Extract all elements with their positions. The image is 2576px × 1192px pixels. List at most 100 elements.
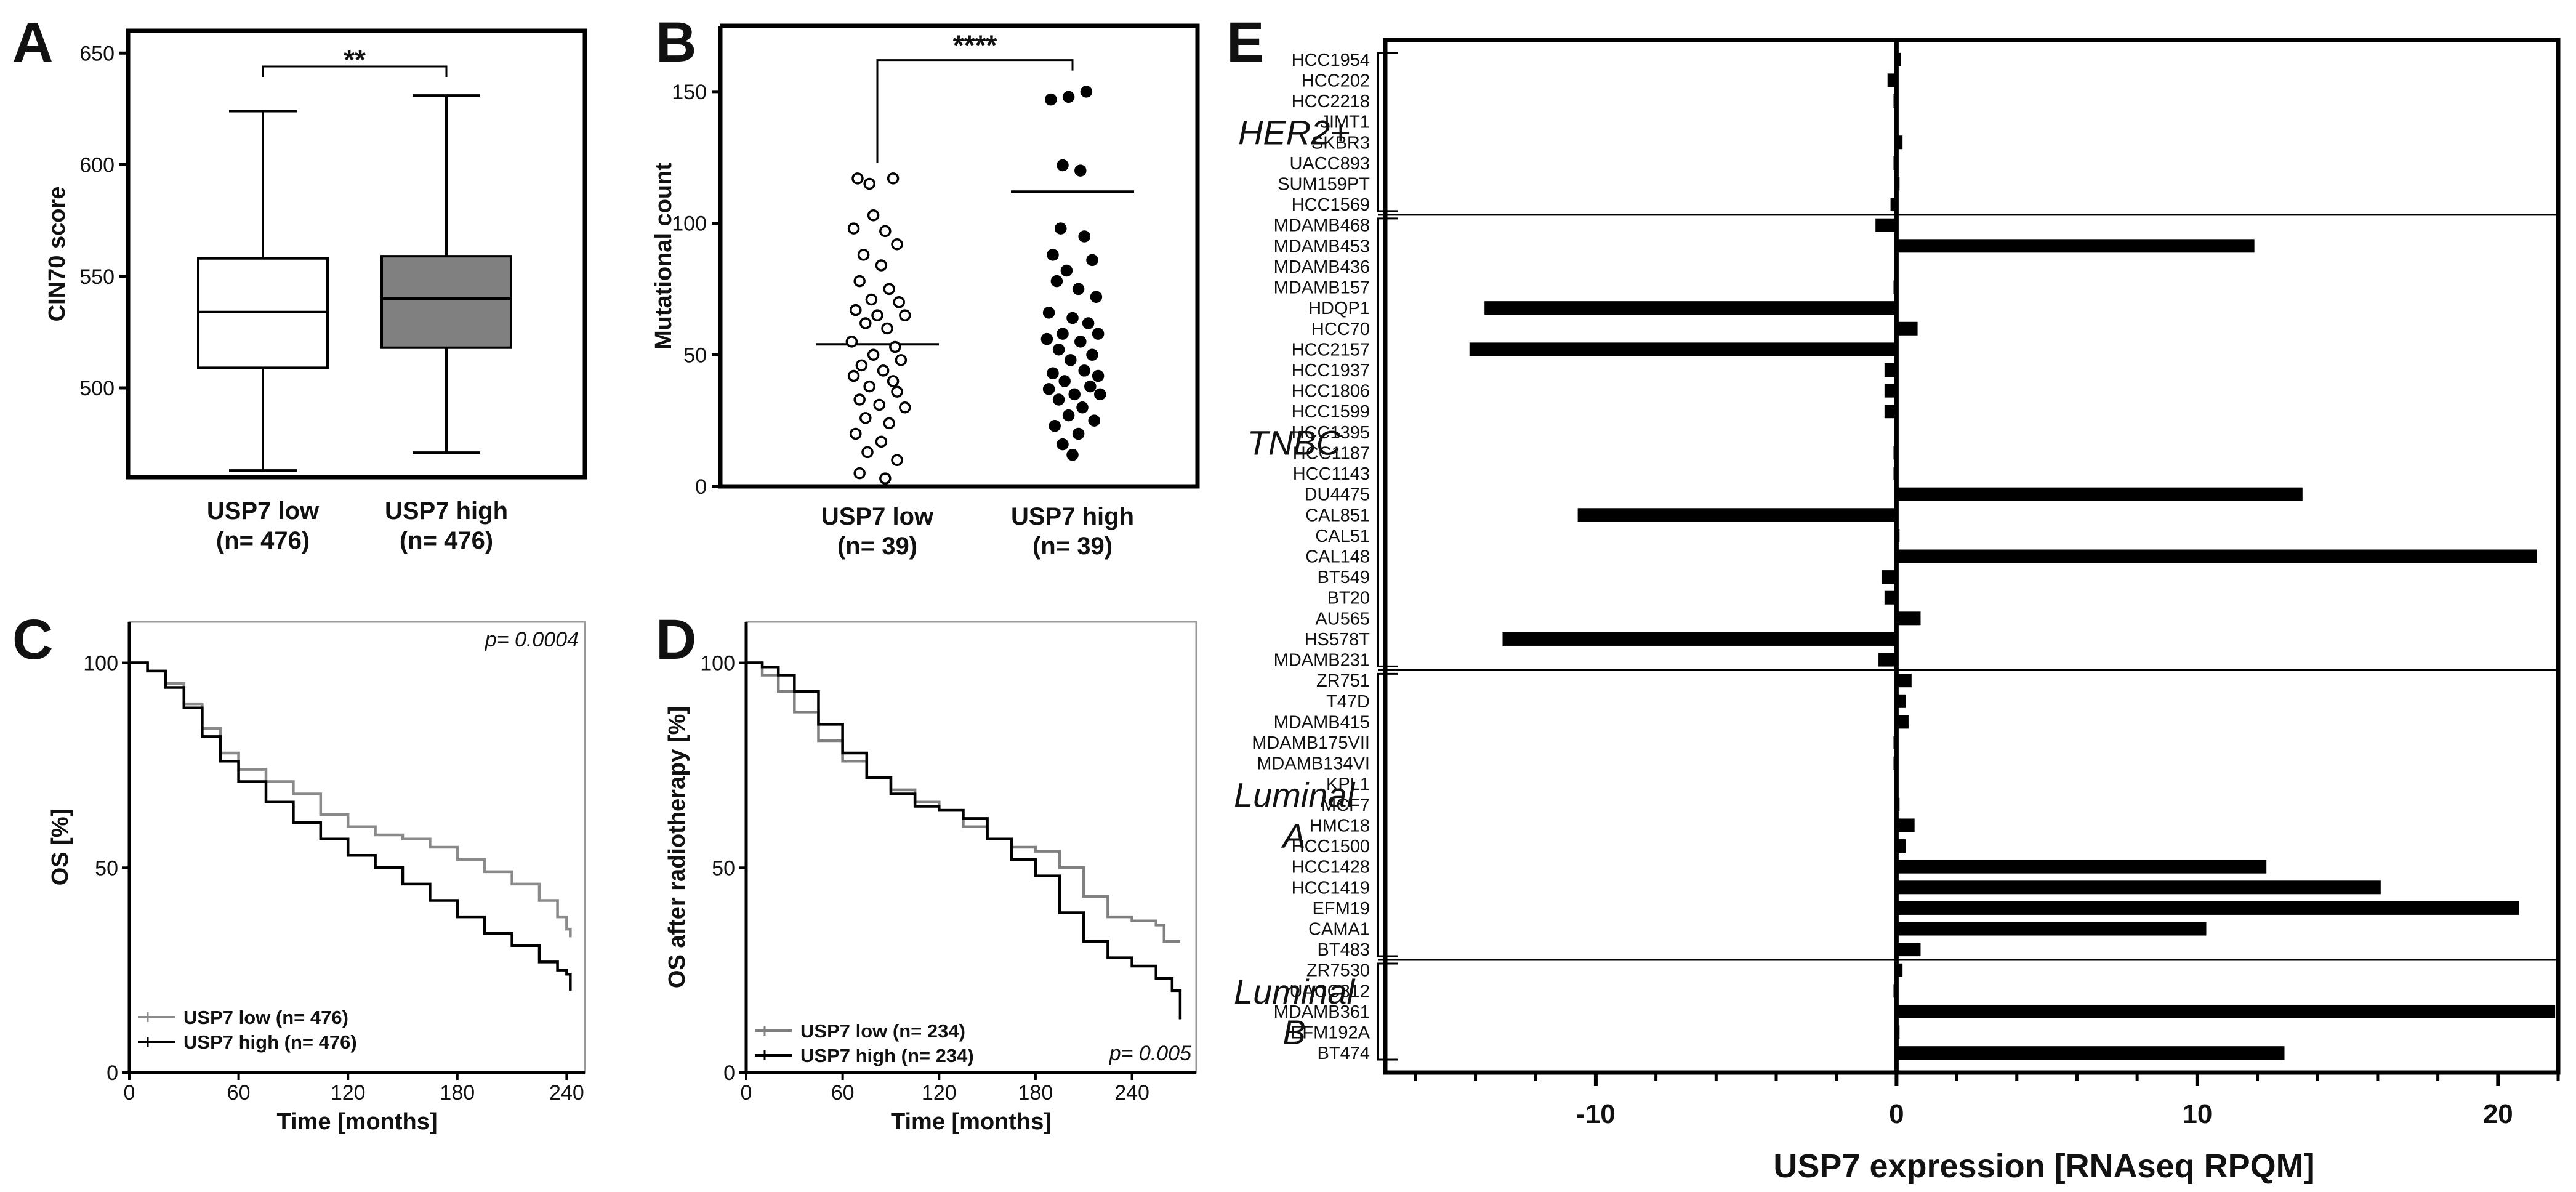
data-point bbox=[1052, 343, 1065, 356]
y-tick-label: 0 bbox=[695, 475, 707, 499]
data-point bbox=[1049, 419, 1061, 432]
bar bbox=[1896, 839, 1906, 853]
bar bbox=[1878, 653, 1897, 667]
cell-line-label: MDAMB175VII bbox=[1252, 733, 1370, 753]
bar bbox=[1484, 301, 1897, 315]
survival-curve bbox=[746, 661, 1182, 1020]
y-tick-label: 100 bbox=[700, 652, 735, 675]
group-name: B bbox=[1282, 1013, 1305, 1052]
cell-line-label: HCC1599 bbox=[1292, 402, 1370, 422]
x-tick-label: -10 bbox=[1576, 1099, 1616, 1129]
group-label: USP7 high bbox=[1011, 503, 1134, 530]
cell-line-label: DU4475 bbox=[1305, 485, 1370, 505]
data-point bbox=[881, 322, 893, 335]
bar bbox=[1896, 1004, 2556, 1018]
data-point bbox=[1094, 388, 1106, 401]
bar bbox=[1896, 611, 1921, 626]
cell-line-label: HCC1500 bbox=[1292, 837, 1370, 856]
cell-line-label: MDAMB157 bbox=[1274, 278, 1370, 298]
plot-frame bbox=[126, 28, 587, 480]
group-label: (n= 39) bbox=[837, 533, 917, 560]
cell-line-label: HCC1395 bbox=[1292, 423, 1370, 443]
bar bbox=[1896, 715, 1909, 729]
group-label: (n= 476) bbox=[216, 527, 310, 554]
data-point bbox=[1066, 312, 1079, 324]
cell-line-label: HCC1806 bbox=[1292, 382, 1370, 401]
bar bbox=[1896, 1046, 2285, 1060]
x-tick-label: 180 bbox=[1018, 1081, 1053, 1105]
panel-c-survival: 0 50 100 0 60 120 180 240 Time [months] OS [%] USP… bbox=[47, 621, 586, 1135]
significance-bracket bbox=[262, 65, 448, 77]
data-point bbox=[1052, 393, 1065, 406]
data-point bbox=[1092, 328, 1105, 340]
data-point bbox=[1050, 275, 1063, 288]
bar bbox=[1881, 570, 1897, 584]
bar bbox=[1896, 239, 2255, 253]
bar bbox=[1896, 487, 2303, 501]
data-point bbox=[847, 222, 860, 235]
cell-line-label: HCC1569 bbox=[1292, 195, 1370, 215]
x-axis-label: Time [months] bbox=[276, 1109, 437, 1135]
group-label: (n= 476) bbox=[400, 527, 493, 554]
x-tick-label: 10 bbox=[2182, 1099, 2212, 1129]
data-point bbox=[851, 172, 864, 185]
data-point bbox=[853, 275, 866, 288]
data-point bbox=[1062, 409, 1075, 422]
data-point bbox=[1058, 375, 1071, 387]
group-bracket bbox=[1377, 217, 1398, 667]
data-point bbox=[1076, 401, 1089, 414]
y-axis-label: Mutational count bbox=[651, 163, 677, 350]
plot-frame bbox=[718, 23, 1200, 489]
x-tick-label: 180 bbox=[440, 1081, 475, 1105]
data-point bbox=[875, 259, 888, 272]
group-name: Luminal bbox=[1234, 776, 1356, 815]
data-point bbox=[1060, 264, 1073, 277]
bar bbox=[1890, 198, 1897, 212]
data-point bbox=[850, 304, 862, 316]
y-axis-label: OS [%] bbox=[47, 809, 73, 886]
cell-line-label: MDAMB134VI bbox=[1257, 754, 1370, 774]
data-point bbox=[867, 209, 880, 222]
bar bbox=[1896, 694, 1906, 708]
bar bbox=[1884, 590, 1897, 605]
data-point bbox=[1086, 254, 1098, 267]
data-point bbox=[853, 393, 866, 406]
data-point bbox=[1062, 91, 1075, 103]
data-point bbox=[1065, 354, 1077, 366]
y-tick-label: 600 bbox=[79, 154, 115, 177]
data-point bbox=[899, 309, 911, 321]
cell-line-label: KPL1 bbox=[1326, 775, 1370, 794]
y-tick-label: 0 bbox=[723, 1061, 735, 1085]
data-point bbox=[850, 427, 862, 440]
x-tick-label: 120 bbox=[922, 1081, 957, 1105]
legend-label: USP7 high (n= 476) bbox=[183, 1031, 357, 1053]
survival-curve bbox=[746, 661, 1180, 943]
data-point bbox=[857, 249, 870, 261]
y-tick-label: 0 bbox=[107, 1061, 118, 1085]
data-point bbox=[845, 336, 858, 348]
cell-line-label: BT20 bbox=[1327, 589, 1370, 608]
data-point bbox=[1042, 307, 1055, 319]
panel-label-d: D bbox=[656, 608, 696, 671]
data-point bbox=[895, 354, 908, 366]
data-point bbox=[889, 340, 901, 353]
bar bbox=[1502, 632, 1897, 646]
cell-line-label: JIMT1 bbox=[1320, 113, 1370, 132]
data-point bbox=[875, 435, 888, 448]
bar bbox=[1896, 52, 1901, 66]
bar bbox=[1875, 218, 1897, 232]
cell-line-label: ZR751 bbox=[1316, 671, 1370, 691]
cell-line-label: CAL51 bbox=[1315, 526, 1370, 546]
panel-b-scatter: 0 50 100 150 Mutational count USP7 low (n= 39)… bbox=[651, 23, 1200, 560]
significance-label: **** bbox=[953, 30, 997, 62]
panel-d-survival: 0 50 100 0 60 120 180 240 Time [months] OS after … bbox=[664, 621, 1197, 1135]
data-point bbox=[1086, 348, 1098, 361]
cell-line-label: MDAMB415 bbox=[1274, 712, 1370, 732]
cell-line-label: UACC893 bbox=[1289, 154, 1370, 174]
plot-frame bbox=[745, 621, 1197, 1074]
data-point bbox=[891, 385, 903, 398]
plot-frame bbox=[1383, 38, 2561, 1075]
cell-line-label: MCF7 bbox=[1321, 795, 1370, 815]
y-tick-label: 650 bbox=[79, 42, 115, 65]
